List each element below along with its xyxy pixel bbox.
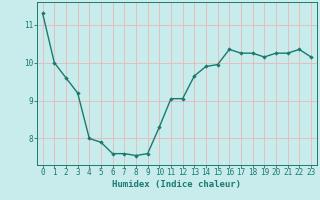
X-axis label: Humidex (Indice chaleur): Humidex (Indice chaleur) bbox=[112, 180, 241, 189]
